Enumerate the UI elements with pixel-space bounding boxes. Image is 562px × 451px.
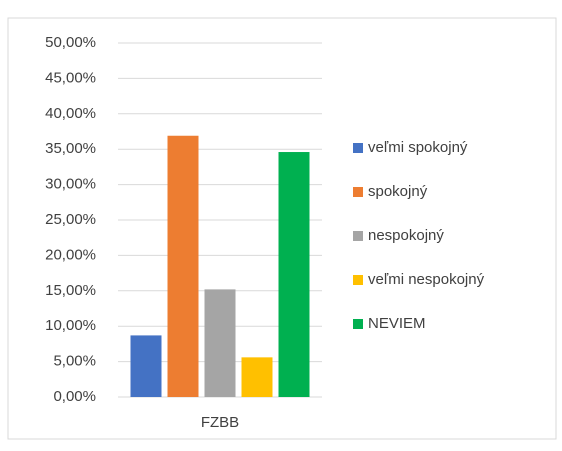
legend-swatch	[353, 231, 363, 241]
legend-label: NEVIEM	[368, 315, 426, 332]
bar	[241, 357, 273, 397]
y-tick-label: 35,00%	[45, 140, 96, 157]
y-tick-label: 40,00%	[45, 105, 96, 122]
y-tick-label: 10,00%	[45, 317, 96, 334]
y-tick-label: 15,00%	[45, 282, 96, 299]
legend-label: veľmi spokojný	[368, 139, 468, 156]
legend-swatch	[353, 143, 363, 153]
bar	[167, 135, 199, 398]
y-tick-label: 45,00%	[45, 69, 96, 86]
bar	[278, 152, 310, 397]
y-tick-label: 20,00%	[45, 246, 96, 263]
x-tick-label: FZBB	[201, 414, 239, 431]
y-tick-label: 50,00%	[45, 34, 96, 51]
y-tick-label: 5,00%	[53, 353, 96, 370]
legend-label: spokojný	[368, 183, 428, 200]
bar	[204, 289, 236, 397]
bar	[130, 335, 162, 397]
legend-swatch	[353, 275, 363, 285]
y-tick-label: 0,00%	[53, 388, 96, 405]
legend-swatch	[353, 187, 363, 197]
legend-label: nespokojný	[368, 227, 444, 244]
y-tick-label: 25,00%	[45, 211, 96, 228]
y-tick-label: 30,00%	[45, 176, 96, 193]
legend-label: veľmi nespokojný	[368, 271, 485, 288]
legend-swatch	[353, 319, 363, 329]
